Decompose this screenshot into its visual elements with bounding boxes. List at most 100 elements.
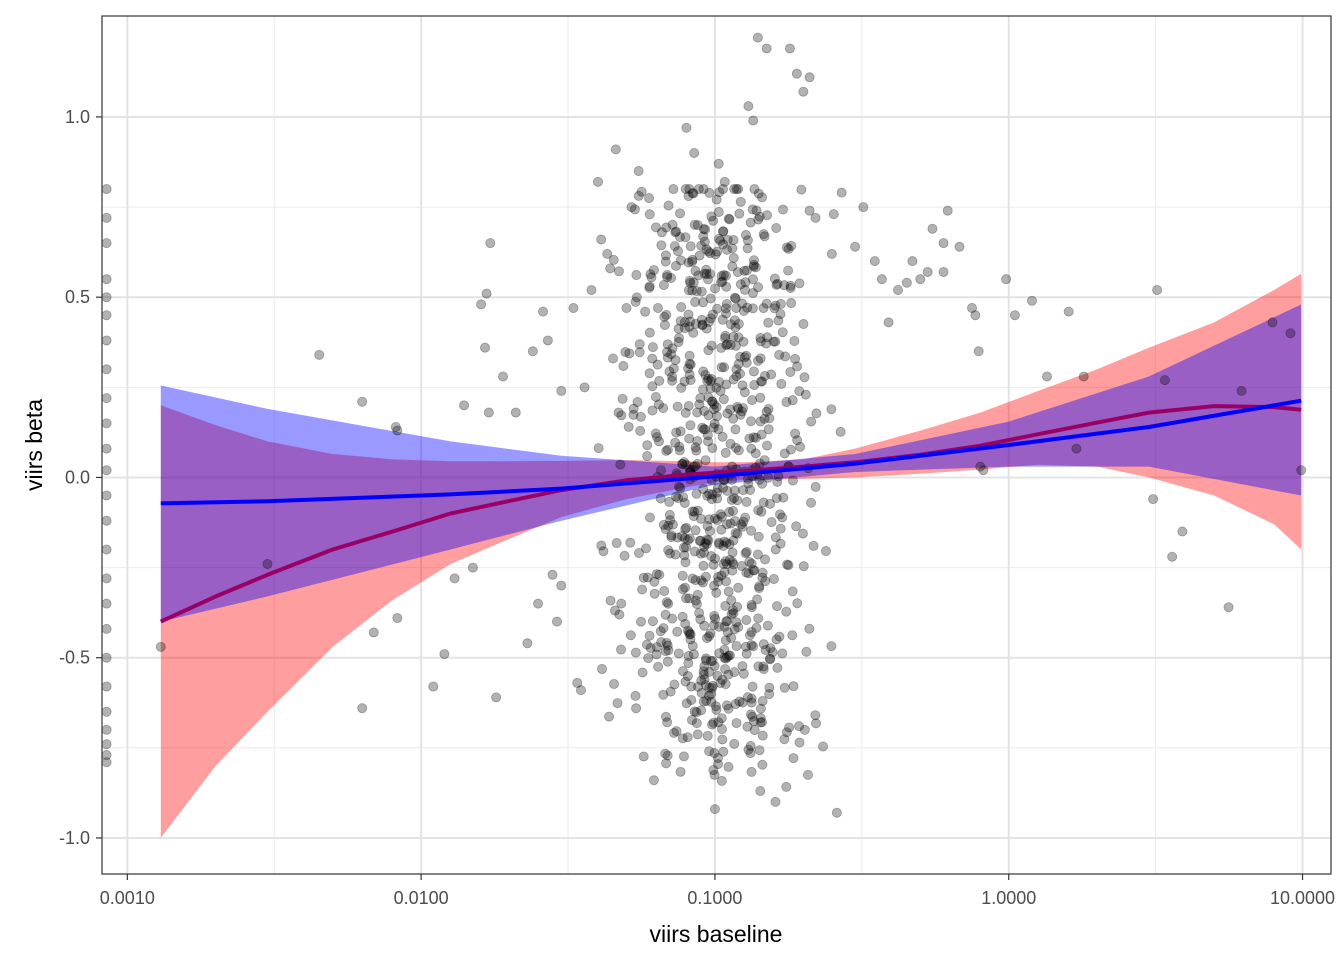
scatter-point <box>778 492 789 503</box>
scatter-point <box>761 43 772 54</box>
scatter-point <box>731 640 742 651</box>
scatter-point <box>741 265 752 276</box>
scatter-point <box>663 520 674 531</box>
scatter-point <box>785 366 796 377</box>
scatter-point <box>674 441 685 452</box>
scatter-point <box>1152 284 1163 295</box>
scatter-point <box>684 629 695 640</box>
scatter-point <box>626 202 637 213</box>
scatter-point <box>698 297 709 308</box>
scatter-point <box>155 641 166 652</box>
scatter-point <box>706 211 717 222</box>
scatter-point <box>704 514 715 525</box>
scatter-point <box>746 766 757 777</box>
scatter-point <box>695 548 706 559</box>
scatter-point <box>729 485 740 496</box>
scatter-point <box>101 212 112 223</box>
scatter-point <box>654 375 665 386</box>
scatter-point <box>663 545 674 556</box>
scatter-point <box>762 332 773 343</box>
scatter-point <box>689 706 700 717</box>
scatter-point <box>668 184 679 195</box>
scatter-point <box>806 497 817 508</box>
scatter-point <box>709 660 720 671</box>
scatter-point <box>665 548 676 559</box>
scatter-point <box>673 337 684 348</box>
scatter-point <box>718 270 729 281</box>
scatter-point <box>721 340 732 351</box>
scatter-point <box>677 458 688 469</box>
scatter-point <box>707 655 718 666</box>
scatter-point <box>688 511 699 522</box>
scatter-point <box>661 445 672 456</box>
scatter-point <box>707 443 718 454</box>
scatter-point <box>702 375 713 386</box>
scatter-point <box>1042 371 1053 382</box>
scatter-point <box>780 351 791 362</box>
scatter-point <box>773 315 784 326</box>
scatter-point <box>663 598 674 609</box>
scatter-point <box>687 285 698 296</box>
scatter-point <box>653 661 664 672</box>
scatter-point <box>756 376 767 387</box>
scatter-point <box>755 392 766 403</box>
scatter-point <box>547 569 558 580</box>
scatter-point <box>663 645 674 656</box>
scatter-point <box>783 560 794 571</box>
scatter-point <box>747 204 758 215</box>
scatter-point <box>699 541 710 552</box>
scatter-point <box>679 550 690 561</box>
scatter-point <box>698 669 709 680</box>
scatter-point <box>642 572 653 583</box>
scatter-point <box>698 666 709 677</box>
scatter-point <box>647 381 658 392</box>
scatter-point <box>737 298 748 309</box>
scatter-point <box>1026 295 1037 306</box>
scatter-point <box>799 372 810 383</box>
scatter-point <box>756 429 767 440</box>
scatter-point <box>699 547 710 558</box>
scatter-point <box>616 410 627 421</box>
scatter-point <box>688 277 699 288</box>
scatter-point <box>679 533 690 544</box>
scatter-point <box>698 184 709 195</box>
scatter-point <box>629 204 640 215</box>
scatter-point <box>735 279 746 290</box>
scatter-point <box>700 538 711 549</box>
scatter-point <box>691 488 702 499</box>
scatter-point <box>439 649 450 660</box>
scatter-point <box>723 761 734 772</box>
scatter-point <box>671 726 682 737</box>
scatter-point <box>711 194 722 205</box>
scatter-point <box>690 595 701 606</box>
scatter-point <box>704 187 715 198</box>
scatter-point <box>728 374 739 385</box>
scatter-point <box>714 621 725 632</box>
scatter-point <box>708 422 719 433</box>
scatter-point <box>722 244 733 255</box>
scatter-point <box>720 635 731 646</box>
scatter-point <box>692 220 703 231</box>
scatter-point <box>708 215 719 226</box>
scatter-point <box>703 436 714 447</box>
scatter-point <box>614 609 625 620</box>
scatter-point <box>745 741 756 752</box>
scatter-point <box>740 512 751 523</box>
scatter-point <box>101 544 112 555</box>
scatter-point <box>721 576 732 587</box>
scatter-point <box>735 351 746 362</box>
scatter-point <box>660 524 671 535</box>
scatter-point <box>736 519 747 530</box>
scatter-point <box>666 272 677 283</box>
scatter-point <box>779 682 790 693</box>
scatter-point <box>677 584 688 595</box>
scatter-point <box>1063 306 1074 317</box>
scatter-point <box>635 411 646 422</box>
scatter-point <box>708 559 719 570</box>
scatter-point <box>715 385 726 396</box>
scatter-point <box>709 610 720 621</box>
scatter-point <box>717 184 728 195</box>
scatter-point <box>696 575 707 586</box>
scatter-point <box>613 407 624 418</box>
scatter-point <box>709 399 720 410</box>
